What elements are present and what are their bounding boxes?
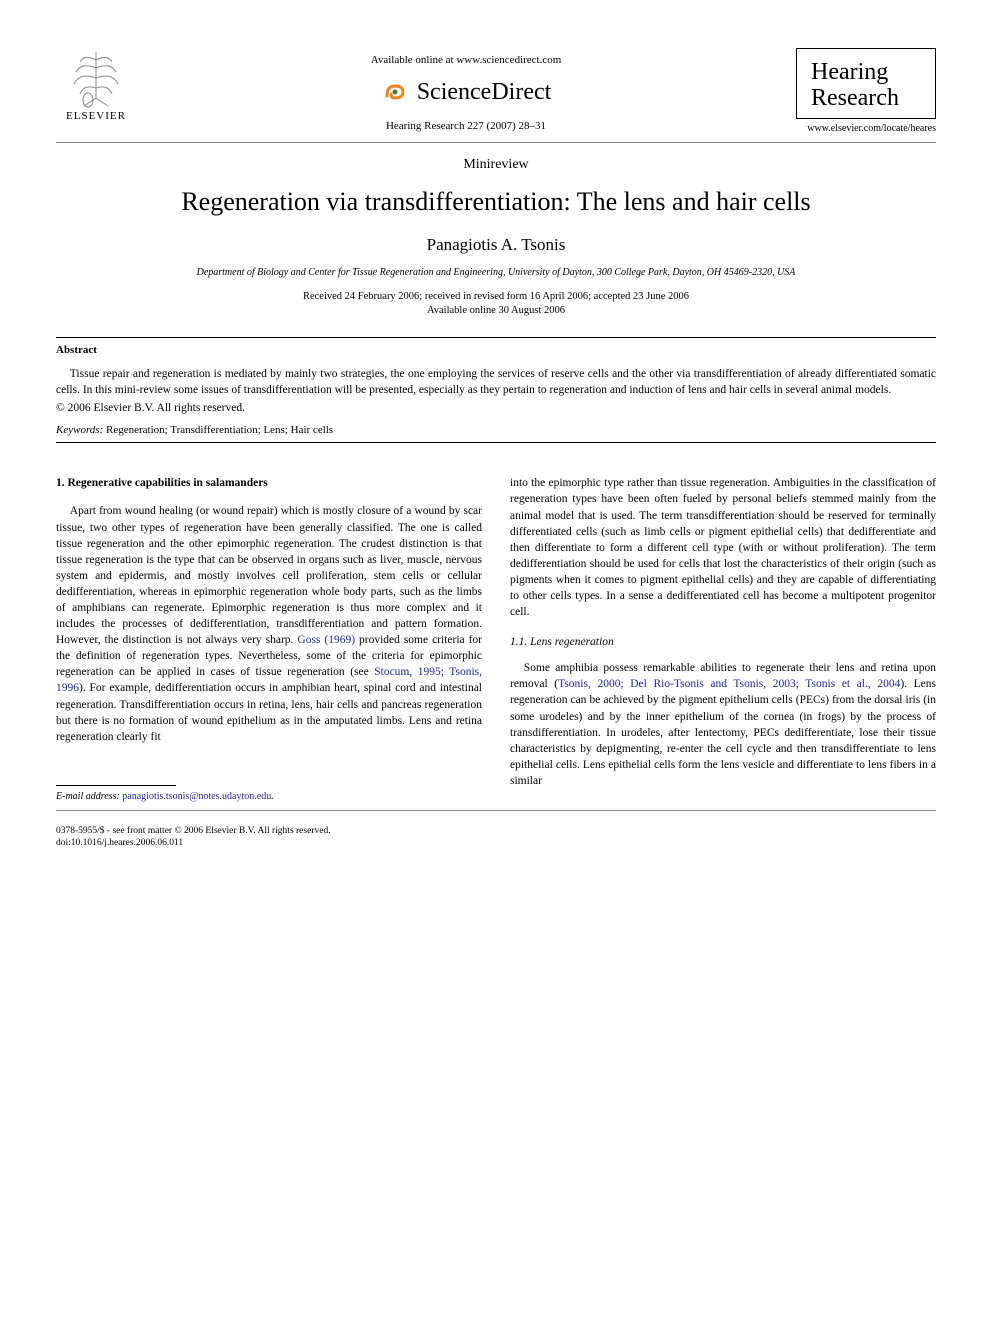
sciencedirect-text: ScienceDirect xyxy=(417,79,552,106)
keywords: Keywords: Regeneration; Transdifferentia… xyxy=(56,424,936,436)
col2-para1: into the epimorphic type rather than tis… xyxy=(510,475,936,620)
col1-p1c: ). For example, dedifferentiation occurs… xyxy=(56,682,482,742)
rule-abstract-top xyxy=(56,337,936,338)
journal-box: Hearing Research xyxy=(796,48,936,119)
keywords-label: Keywords: xyxy=(56,424,103,436)
elsevier-label: ELSEVIER xyxy=(66,110,126,122)
subsection-heading: 1.1. Lens regeneration xyxy=(510,634,936,650)
email-label: E-mail address: xyxy=(56,791,120,802)
col1-para1: Apart from wound healing (or wound repai… xyxy=(56,503,482,744)
meta-line2: doi:10.1016/j.heares.2006.06.011 xyxy=(56,837,936,849)
column-right: into the epimorphic type rather than tis… xyxy=(510,475,936,804)
article-dates: Received 24 February 2006; received in r… xyxy=(56,290,936,319)
rule-bottom xyxy=(56,810,936,811)
affiliation: Department of Biology and Center for Tis… xyxy=(56,267,936,278)
rule-abstract-bottom xyxy=(56,442,936,443)
elsevier-logo: ELSEVIER xyxy=(56,48,136,122)
sciencedirect-icon xyxy=(381,78,409,106)
journal-box-wrapper: Hearing Research www.elsevier.com/locate… xyxy=(796,48,936,134)
elsevier-tree-icon xyxy=(66,48,126,108)
available-online-text: Available online at www.sciencedirect.co… xyxy=(156,54,776,66)
meta-line1: 0378-5955/$ - see front matter © 2006 El… xyxy=(56,825,936,837)
journal-url: www.elsevier.com/locate/heares xyxy=(796,123,936,134)
sciencedirect-logo: ScienceDirect xyxy=(156,78,776,106)
email-line: E-mail address: panagiotis.tsonis@notes.… xyxy=(56,790,482,804)
rule-top xyxy=(56,142,936,143)
author-name: Panagiotis A. Tsonis xyxy=(56,235,936,255)
ref-goss-1969[interactable]: Goss (1969) xyxy=(297,634,355,646)
bottom-meta: 0378-5955/$ - see front matter © 2006 El… xyxy=(56,825,936,850)
dates-line1: Received 24 February 2006; received in r… xyxy=(56,290,936,305)
center-header: Available online at www.sciencedirect.co… xyxy=(136,48,796,132)
abstract-copyright: © 2006 Elsevier B.V. All rights reserved… xyxy=(56,402,936,414)
col1-p1a: Apart from wound healing (or wound repai… xyxy=(56,505,482,646)
abstract-label: Abstract xyxy=(56,344,936,356)
keywords-text: Regeneration; Transdifferentiation; Lens… xyxy=(103,424,333,436)
citation-text: Hearing Research 227 (2007) 28–31 xyxy=(156,120,776,132)
footer-separator xyxy=(56,785,176,786)
column-left: 1. Regenerative capabilities in salamand… xyxy=(56,475,482,804)
article-title: Regeneration via transdifferentiation: T… xyxy=(56,187,936,217)
section1-heading: 1. Regenerative capabilities in salamand… xyxy=(56,475,482,491)
col2-p2b: ). Lens regeneration can be achieved by … xyxy=(510,678,936,787)
dates-line2: Available online 30 August 2006 xyxy=(56,304,936,319)
body-columns: 1. Regenerative capabilities in salamand… xyxy=(56,475,936,804)
ref-tsonis-multi[interactable]: Tsonis, 2000; Del Rio-Tsonis and Tsonis,… xyxy=(558,678,900,690)
email-link[interactable]: panagiotis.tsonis@notes.udayton.edu xyxy=(122,791,271,802)
col2-para2: Some amphibia possess remarkable abiliti… xyxy=(510,660,936,789)
journal-name-line2: Research xyxy=(811,85,921,111)
abstract-text: Tissue repair and regeneration is mediat… xyxy=(56,366,936,398)
journal-name-line1: Hearing xyxy=(811,59,921,85)
header: ELSEVIER Available online at www.science… xyxy=(56,48,936,134)
article-type: Minireview xyxy=(56,157,936,173)
